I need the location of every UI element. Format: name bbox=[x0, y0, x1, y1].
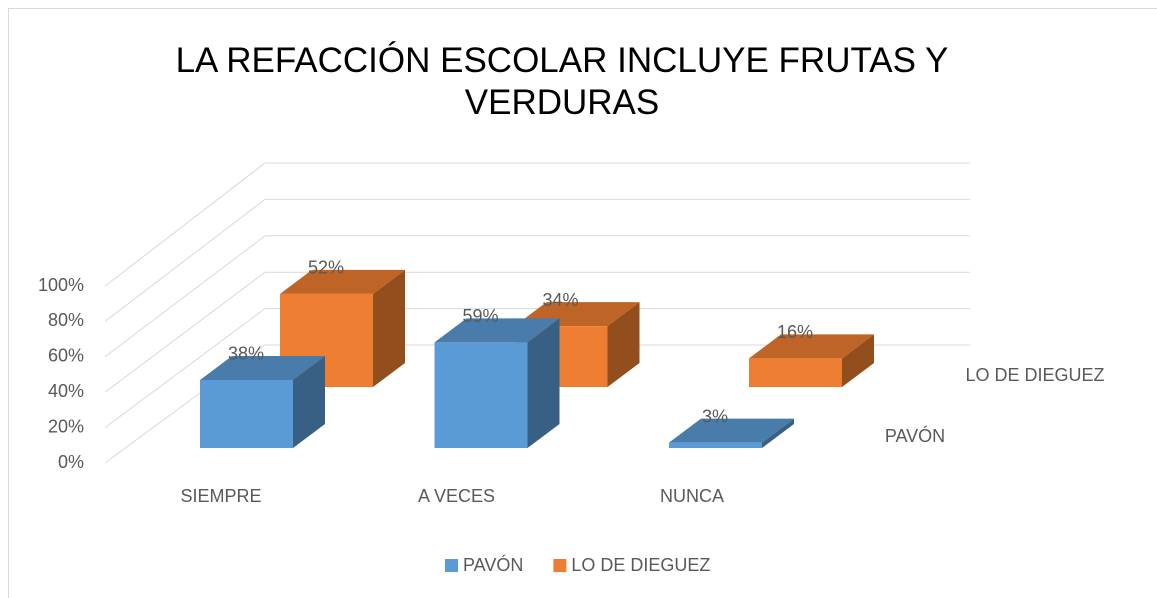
y-tick-label: 40% bbox=[48, 381, 84, 401]
chart-frame bbox=[8, 8, 1157, 598]
bar-side bbox=[607, 302, 640, 387]
x-tick-label: SIEMPRE bbox=[180, 486, 261, 506]
bar-side bbox=[373, 269, 405, 387]
value-label: 52% bbox=[308, 258, 344, 278]
bar bbox=[749, 358, 842, 387]
grid-line bbox=[104, 235, 266, 358]
bar-top bbox=[749, 334, 874, 359]
bar-side bbox=[293, 355, 325, 448]
depth-label: LO DE DIEGUEZ bbox=[965, 365, 1104, 385]
bar-top bbox=[200, 355, 325, 380]
grid-line bbox=[104, 162, 266, 287]
y-tick-label: 100% bbox=[38, 275, 84, 295]
value-label: 16% bbox=[777, 322, 813, 342]
value-label: 38% bbox=[228, 344, 264, 364]
y-tick-label: 0% bbox=[58, 452, 84, 472]
x-tick-label: A VECES bbox=[418, 486, 495, 506]
x-tick-label: NUNCA bbox=[660, 486, 724, 506]
bar bbox=[200, 379, 293, 448]
legend-swatch bbox=[445, 559, 458, 572]
bar-top bbox=[434, 318, 560, 343]
legend-swatch bbox=[553, 559, 567, 572]
value-label: 59% bbox=[462, 306, 498, 326]
legend-label: PAVÓN bbox=[463, 554, 523, 575]
y-tick-label: 20% bbox=[48, 416, 84, 436]
bar-side bbox=[842, 334, 874, 387]
grid-line bbox=[104, 271, 266, 393]
bar bbox=[434, 342, 528, 448]
y-tick-label: 60% bbox=[48, 346, 84, 366]
bar bbox=[669, 442, 762, 448]
y-tick-label: 80% bbox=[48, 310, 84, 330]
bar-side bbox=[527, 318, 560, 448]
bar-top bbox=[280, 269, 405, 294]
value-label: 3% bbox=[702, 406, 728, 426]
legend-label: LO DE DIEGUEZ bbox=[571, 555, 710, 575]
grid-line bbox=[104, 308, 266, 429]
grid-line bbox=[104, 199, 266, 322]
bar-side bbox=[762, 418, 794, 448]
value-label: 34% bbox=[542, 290, 578, 310]
chart-title: LA REFACCIÓN ESCOLAR INCLUYE FRUTAS Y VE… bbox=[175, 41, 949, 122]
depth-label: PAVÓN bbox=[885, 425, 945, 446]
bar-top bbox=[669, 418, 794, 443]
